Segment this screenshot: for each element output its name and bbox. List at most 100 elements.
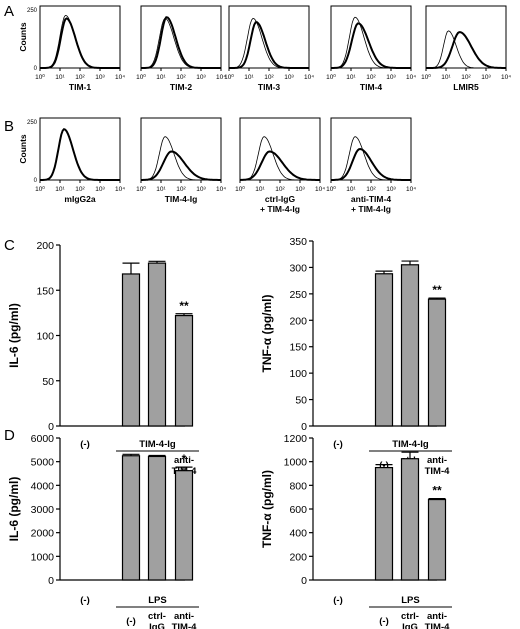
y-tick-label: 600 — [289, 504, 307, 516]
histogram-b-3: 10⁰ 10¹ 10² 10³ 10⁴ anti-TIM-4+ TIM-4-Ig — [326, 117, 416, 214]
x-tick-label: 10² — [461, 74, 471, 81]
y-tick-label: 5000 — [31, 457, 55, 469]
bar-chart-d-il6: 0 1000 2000 3000 4000 5000 6000 IL-6 (pg/ml) * (-… — [7, 433, 199, 629]
x-tick-label: 10⁴ — [216, 186, 226, 193]
category-label: IgG — [149, 622, 165, 629]
y-tick-label: 100 — [36, 331, 54, 343]
significance-marker: ** — [432, 484, 442, 498]
x-tick-label: 10³ — [284, 74, 294, 81]
histogram-a-0: 10⁰ 10¹ 10² 10³ 10⁴ TIM-1 — [35, 5, 125, 92]
x-tick-label: 10⁰ — [136, 73, 146, 81]
y-tick-label: 0 — [34, 66, 38, 72]
x-tick-label: 10⁰ — [326, 73, 336, 81]
y-tick-label: 0 — [48, 421, 54, 433]
x-tick-label: 10¹ — [346, 74, 356, 81]
histogram-label: TIM-4-Ig — [165, 194, 198, 204]
y-tick-label: 250 — [27, 120, 38, 126]
x-tick-label: 10⁰ — [35, 73, 45, 81]
category-label: (-) — [80, 595, 90, 606]
x-tick-label: 10⁴ — [216, 74, 226, 81]
significance-marker: ** — [179, 299, 189, 313]
y-tick-label: 0 — [301, 575, 307, 587]
category-label: (-) — [379, 616, 389, 627]
x-tick-label: 10² — [275, 186, 285, 193]
y-tick-label: 6000 — [31, 433, 55, 445]
category-label: IgG — [402, 622, 418, 629]
y-tick-label: 1000 — [31, 551, 55, 563]
category-label: ctrl- — [148, 611, 166, 622]
x-tick-label: 10² — [75, 74, 85, 81]
histogram-label: TIM-1 — [69, 82, 91, 92]
histogram-b-1: 10⁰ 10¹ 10² 10³ 10⁴ TIM-4-Ig — [136, 117, 226, 204]
bar — [427, 498, 447, 581]
category-label: anti- — [174, 455, 194, 466]
x-tick-label: 10² — [264, 74, 274, 81]
histogram-curve-stain — [141, 150, 221, 181]
x-tick-label: 10⁰ — [136, 185, 146, 193]
category-label: (-) — [126, 616, 136, 627]
histogram-label: TIM-3 — [258, 82, 280, 92]
category-label: anti- — [427, 455, 447, 466]
x-tick-label: 10⁰ — [224, 73, 234, 81]
category-label: TIM-4 — [172, 622, 198, 629]
x-tick-label: 10³ — [386, 74, 396, 81]
x-tick-label: 10⁰ — [326, 185, 336, 193]
x-tick-label: 10² — [176, 74, 186, 81]
bar — [121, 273, 141, 427]
y-tick-label: 350 — [289, 236, 307, 248]
histogram-curve-stain — [331, 22, 411, 69]
bar — [374, 273, 394, 427]
x-tick-label: 10¹ — [244, 74, 254, 81]
x-tick-label: 10³ — [481, 74, 491, 81]
category-label: (-) — [333, 439, 343, 450]
panel-letter-d: D — [4, 427, 15, 444]
y-tick-label: 1000 — [284, 457, 308, 469]
category-label: TIM-4 — [425, 466, 451, 477]
y-tick-label: 250 — [27, 8, 38, 14]
x-tick-label: 10³ — [196, 186, 206, 193]
panel-letter-c: C — [4, 237, 15, 254]
group-label: LPS — [148, 595, 166, 606]
histogram-curve-control — [40, 14, 120, 69]
x-tick-label: 10⁴ — [115, 74, 125, 81]
bar — [147, 262, 167, 427]
category-label: anti- — [427, 611, 447, 622]
histogram-curve-control — [331, 136, 411, 181]
group-label: TIM-4-Ig — [392, 439, 429, 450]
x-tick-label: 10¹ — [156, 186, 166, 193]
histogram-curve-stain — [40, 17, 120, 69]
histogram-curve-stain — [426, 31, 506, 69]
x-tick-label: 10⁴ — [406, 186, 416, 193]
y-tick-label: 400 — [289, 528, 307, 540]
y-tick-label: 0 — [34, 178, 38, 184]
histogram-label: ctrl-IgG — [265, 194, 296, 204]
histogram-curve-control — [141, 17, 221, 69]
x-tick-label: 10¹ — [346, 186, 356, 193]
bar — [147, 455, 167, 581]
x-tick-label: 10³ — [386, 186, 396, 193]
category-label: TIM-4 — [425, 622, 451, 629]
y-tick-label: 200 — [36, 240, 54, 252]
x-tick-label: 10¹ — [441, 74, 451, 81]
x-tick-label: 10⁴ — [315, 186, 325, 193]
y-tick-label: 200 — [289, 315, 307, 327]
histogram-curve-control — [331, 16, 411, 69]
bar — [400, 458, 420, 581]
y-tick-label: 1200 — [284, 433, 308, 445]
y-axis-label: Counts — [18, 22, 28, 52]
y-tick-label: 4000 — [31, 480, 55, 492]
histogram-frame — [39, 5, 121, 69]
y-tick-label: 300 — [289, 262, 307, 274]
histogram-a-1: 10⁰ 10¹ 10² 10³ 10⁴ TIM-2 — [136, 5, 226, 92]
y-axis-label: IL-6 (pg/ml) — [7, 303, 21, 368]
histogram-label: LMIR5 — [453, 82, 479, 92]
histogram-label: + TIM-4-Ig — [351, 204, 391, 214]
x-tick-label: 10² — [366, 186, 376, 193]
y-tick-label: 3000 — [31, 504, 55, 516]
y-tick-label: 100 — [289, 368, 307, 380]
y-tick-label: 0 — [301, 421, 307, 433]
x-tick-label: 10⁴ — [304, 74, 314, 81]
y-tick-label: 150 — [36, 285, 54, 297]
bar — [427, 298, 447, 427]
y-tick-label: 2000 — [31, 528, 55, 540]
